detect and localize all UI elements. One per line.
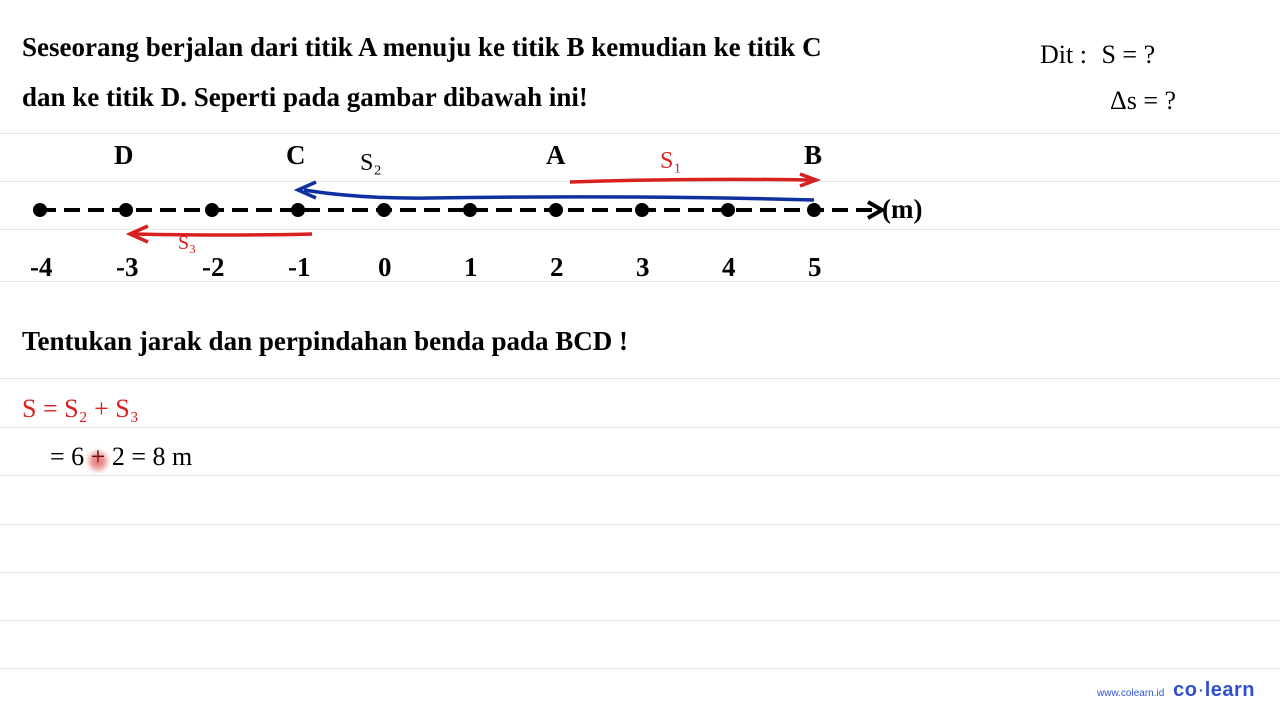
- ruled-line: [0, 572, 1280, 573]
- s3-label: S₃: [178, 232, 196, 255]
- ruled-line: [0, 524, 1280, 525]
- tick-0: 0: [378, 252, 392, 283]
- ruled-line: [0, 475, 1280, 476]
- footer-brand: co·learn: [1173, 679, 1255, 701]
- tick-1: 1: [464, 252, 478, 283]
- unit-label: (m): [882, 194, 922, 225]
- tick-5: 5: [808, 252, 822, 283]
- footer: www.colearn.id co·learn: [1097, 679, 1255, 702]
- problem-line1: Seseorang berjalan dari titik A menuju k…: [22, 32, 822, 63]
- dit-label-text: Dit :: [1040, 40, 1087, 69]
- point-b-label: B: [804, 140, 822, 171]
- tick-n4: -4: [30, 252, 53, 283]
- problem-line2: dan ke titik D. Seperti pada gambar diba…: [22, 82, 588, 113]
- numberline-diagram: D C A B S₁ S₂ S₃ -4 -3 -2 -1 0 1 2 3 4 5…: [30, 140, 930, 300]
- tick-n1: -1: [288, 252, 311, 283]
- point-a-label: A: [546, 140, 566, 171]
- ruled-line: [0, 133, 1280, 134]
- question-text: Tentukan jarak dan perpindahan benda pad…: [22, 326, 628, 357]
- s2-label: S₂: [360, 150, 382, 177]
- solution-line2: = 6 + 2 = 8 m: [50, 442, 192, 472]
- ruled-line: [0, 427, 1280, 428]
- point-c-label: C: [286, 140, 306, 171]
- tick-2: 2: [550, 252, 564, 283]
- dit-label: Dit : S = ?: [1040, 40, 1155, 70]
- tick-n3: -3: [116, 252, 139, 283]
- s1-label: S₁: [660, 148, 682, 175]
- dit-q1: S = ?: [1101, 40, 1155, 69]
- solution-line1: S = S₂ + S₃: [22, 394, 139, 424]
- point-d-label: D: [114, 140, 134, 171]
- tick-n2: -2: [202, 252, 225, 283]
- footer-url: www.colearn.id: [1097, 688, 1164, 699]
- ruled-line: [0, 378, 1280, 379]
- tick-3: 3: [636, 252, 650, 283]
- ruled-line: [0, 668, 1280, 669]
- tick-4: 4: [722, 252, 736, 283]
- red-blot: [89, 452, 107, 470]
- dit-q2: Δs = ?: [1110, 86, 1176, 116]
- ruled-line: [0, 620, 1280, 621]
